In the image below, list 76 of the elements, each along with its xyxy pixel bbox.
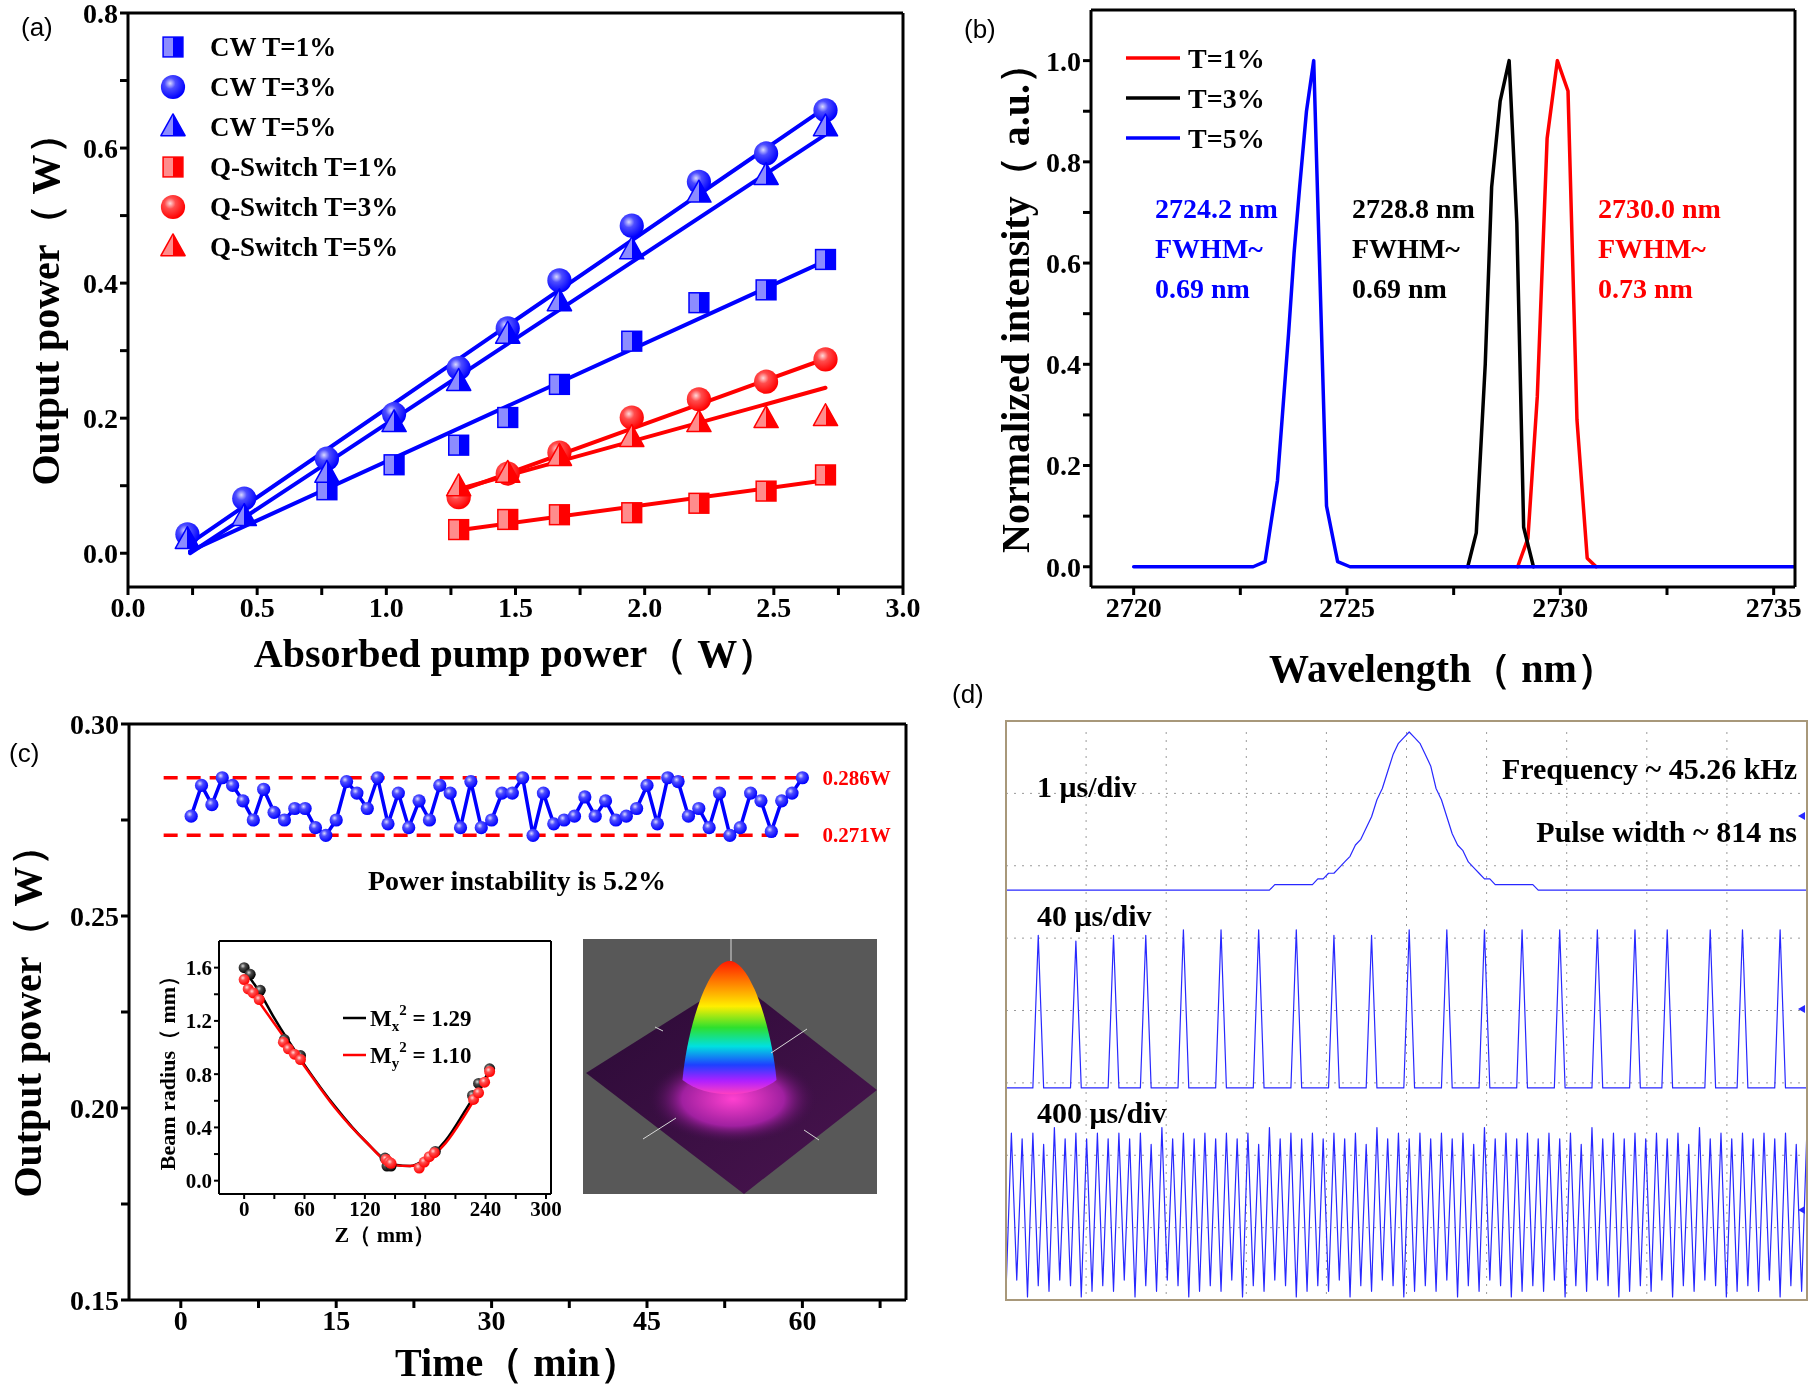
legend-label: M$_{y}$$^{2}$ = 1.10 bbox=[370, 1039, 472, 1071]
y-tick-label: 0.6 bbox=[1046, 248, 1081, 280]
x-tick-label: 0.5 bbox=[239, 591, 275, 623]
y-tick-label: 0.0 bbox=[83, 538, 118, 570]
y-tick-label: 0.2 bbox=[83, 403, 118, 435]
text: 1 μs/div bbox=[1037, 770, 1137, 804]
y-tick-label: 0.4 bbox=[1046, 349, 1081, 381]
chart-title: (a) bbox=[21, 12, 53, 42]
x-tick-label: 300 bbox=[530, 1196, 562, 1221]
legend-label: CW T=3% bbox=[210, 72, 337, 102]
x-tick-label: 60 bbox=[788, 1304, 817, 1336]
chart-title: (d) bbox=[952, 679, 984, 709]
legend-label: CW T=1% bbox=[210, 32, 337, 62]
legend-label: Q-Switch T=3% bbox=[210, 192, 399, 222]
y-tick-label: 0.25 bbox=[70, 900, 119, 932]
x-tick-label: 180 bbox=[409, 1196, 441, 1221]
y-tick-label: 0.8 bbox=[185, 1062, 212, 1087]
x-tick-label: 240 bbox=[469, 1196, 502, 1221]
y-tick-label: 1.2 bbox=[185, 1009, 212, 1034]
y-tick-label: 1.0 bbox=[1046, 45, 1081, 77]
x-tick-label: 0 bbox=[173, 1304, 188, 1336]
x-axis-title: Wavelength（ nm） bbox=[1269, 646, 1617, 691]
annotation: Pulse width ~ 814 ns bbox=[1536, 815, 1797, 848]
x-tick-label: 30 bbox=[477, 1304, 506, 1336]
y-axis-title: Normalized intensity（ a.u.） bbox=[992, 44, 1038, 553]
annotation: Frequency ~ 45.26 kHz bbox=[1501, 752, 1797, 785]
x-tick-label: 2735 bbox=[1745, 591, 1802, 623]
x-axis-title: Absorbed pump power（ W） bbox=[253, 631, 778, 676]
x-tick-label: 1.5 bbox=[498, 591, 533, 623]
y-tick-label: 0.20 bbox=[70, 1092, 119, 1124]
y-tick-label: 0.15 bbox=[70, 1284, 119, 1316]
x-tick-label: 60 bbox=[294, 1196, 316, 1221]
y-tick-label: 0.30 bbox=[70, 708, 119, 740]
x-tick-label: 2.0 bbox=[627, 591, 663, 623]
chart-title: (b) bbox=[964, 14, 996, 44]
legend-label: T=1% bbox=[1188, 42, 1265, 74]
x-axis-title: Time（ min） bbox=[395, 1340, 640, 1385]
legend-label: Q-Switch T=1% bbox=[210, 152, 399, 182]
x-tick-label: 2730 bbox=[1532, 591, 1589, 623]
y-tick-label: 0.0 bbox=[1046, 551, 1081, 583]
x-tick-label: 1.0 bbox=[368, 591, 404, 623]
x-tick-label: 2725 bbox=[1319, 591, 1375, 623]
legend-label: M$_{x}$$^{2}$ = 1.29 bbox=[370, 1002, 472, 1034]
x-tick-label: 15 bbox=[322, 1304, 351, 1336]
ref-line-label: 0.286W bbox=[822, 765, 891, 790]
annotation: Power instability is 5.2% bbox=[367, 865, 667, 896]
y-axis-title: Output power（ W） bbox=[4, 826, 50, 1198]
y-tick-label: 0.6 bbox=[83, 133, 118, 164]
y-tick-label: 0.8 bbox=[83, 0, 118, 29]
ref-line-label: 0.271W bbox=[822, 823, 891, 848]
y-tick-label: 0.4 bbox=[185, 1115, 213, 1140]
x-axis-title: Z（ mm） bbox=[334, 1222, 436, 1247]
x-tick-label: 0 bbox=[238, 1196, 250, 1221]
legend-label: Q-Switch T=5% bbox=[210, 232, 399, 262]
series-label: 400 μs/div bbox=[1037, 1095, 1167, 1129]
x-tick-label: 45 bbox=[633, 1304, 661, 1336]
y-axis-title: Beam radius（ mm） bbox=[154, 964, 180, 1171]
x-tick-label: 2.5 bbox=[756, 591, 792, 623]
x-tick-label: 0.0 bbox=[110, 591, 146, 623]
y-axis-title: Output power（ W） bbox=[22, 114, 68, 486]
y-tick-label: 0.8 bbox=[1046, 146, 1081, 178]
y-tick-label: 0.4 bbox=[83, 268, 118, 300]
x-tick-label: 2720 bbox=[1105, 591, 1162, 623]
y-tick-label: 0.0 bbox=[185, 1169, 212, 1194]
x-tick-label: 3.0 bbox=[885, 591, 921, 623]
series-label: 40 μs/div bbox=[1037, 898, 1152, 932]
y-tick-label: 1.6 bbox=[185, 956, 212, 981]
annotation: 2730.0 nm FWHM~ 0.73 nm bbox=[1598, 193, 1721, 304]
annotation: 2724.2 nm FWHM~ 0.69 nm bbox=[1155, 193, 1278, 304]
y-tick-label: 0.2 bbox=[1046, 450, 1081, 482]
annotation: 2728.8 nm FWHM~ 0.69 nm bbox=[1352, 193, 1475, 304]
legend-label: CW T=5% bbox=[210, 112, 337, 142]
legend-label: T=3% bbox=[1188, 82, 1265, 114]
legend-label: T=5% bbox=[1188, 122, 1265, 154]
text: (c) bbox=[9, 738, 40, 768]
x-tick-label: 120 bbox=[349, 1196, 381, 1221]
